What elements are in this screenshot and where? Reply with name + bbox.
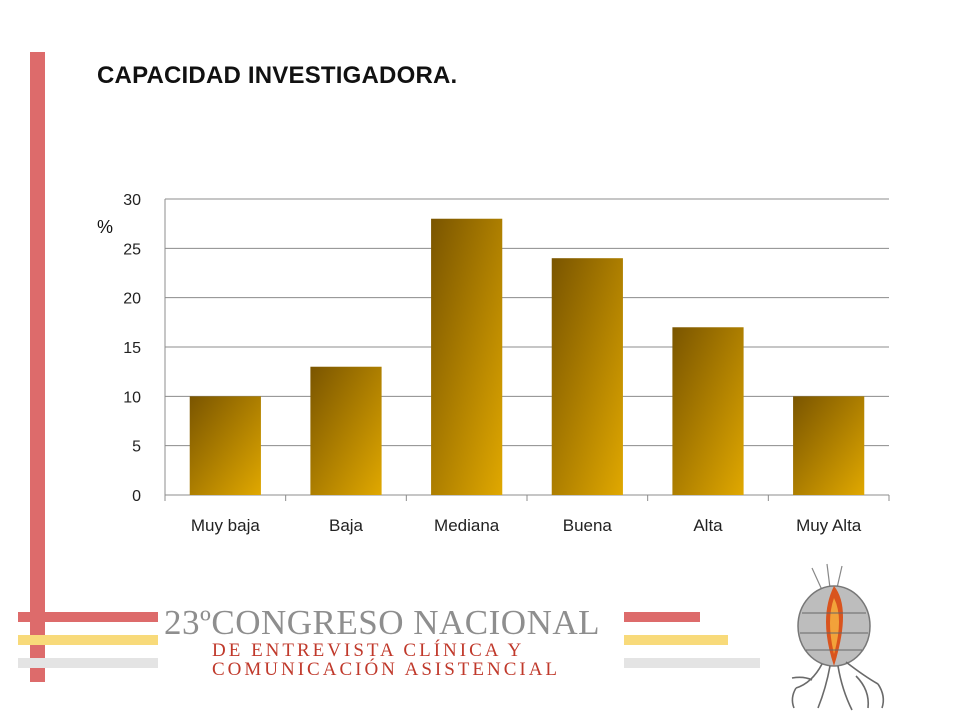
y-tick-label: 20 <box>123 291 141 308</box>
x-tick-label: Mediana <box>434 516 500 535</box>
stripe-yellow-left <box>18 635 158 645</box>
bar-baja <box>310 366 382 495</box>
y-tick-label: 10 <box>123 389 141 406</box>
vertical-accent-bar <box>30 52 45 682</box>
stripe-red-right <box>624 612 700 622</box>
stripe-yellow-right <box>624 635 728 645</box>
congress-banner-title: 23ºCONGRESO NACIONAL <box>164 603 600 642</box>
y-tick-label: 5 <box>132 439 141 456</box>
stripe-red-left <box>18 612 158 622</box>
y-axis-label: % <box>97 217 114 237</box>
y-tick-label: 15 <box>123 340 141 357</box>
y-tick-label: 30 <box>123 192 141 209</box>
x-tick-label: Baja <box>329 516 364 535</box>
y-tick-label: 25 <box>123 241 141 258</box>
x-tick-label: Alta <box>693 516 723 535</box>
congress-banner-subtitle-1: DE ENTREVISTA CLÍNICA Y <box>212 640 525 661</box>
stripe-gray-right <box>624 658 760 668</box>
bar-mediana <box>431 218 503 495</box>
x-tick-label: Muy Alta <box>796 516 862 535</box>
slide-title: CAPACIDAD INVESTIGADORA. <box>97 62 458 89</box>
bar-muy-baja <box>189 396 261 495</box>
bar-chart: 0 5 10 15 20 25 30 Muy baja Baja Mediana Buena Alta… <box>123 192 890 535</box>
x-tick-label: Buena <box>563 516 613 535</box>
bar-muy-alta <box>793 396 865 495</box>
bar-alta <box>672 327 744 495</box>
congress-banner-subtitle-2: COMUNICACIÓN ASISTENCIAL <box>212 659 561 680</box>
stripe-gray-left <box>18 658 158 668</box>
bar-buena <box>551 258 623 495</box>
x-tick-label: Muy baja <box>191 516 261 535</box>
congress-logo-icon <box>791 563 885 711</box>
y-tick-label: 0 <box>132 488 141 505</box>
